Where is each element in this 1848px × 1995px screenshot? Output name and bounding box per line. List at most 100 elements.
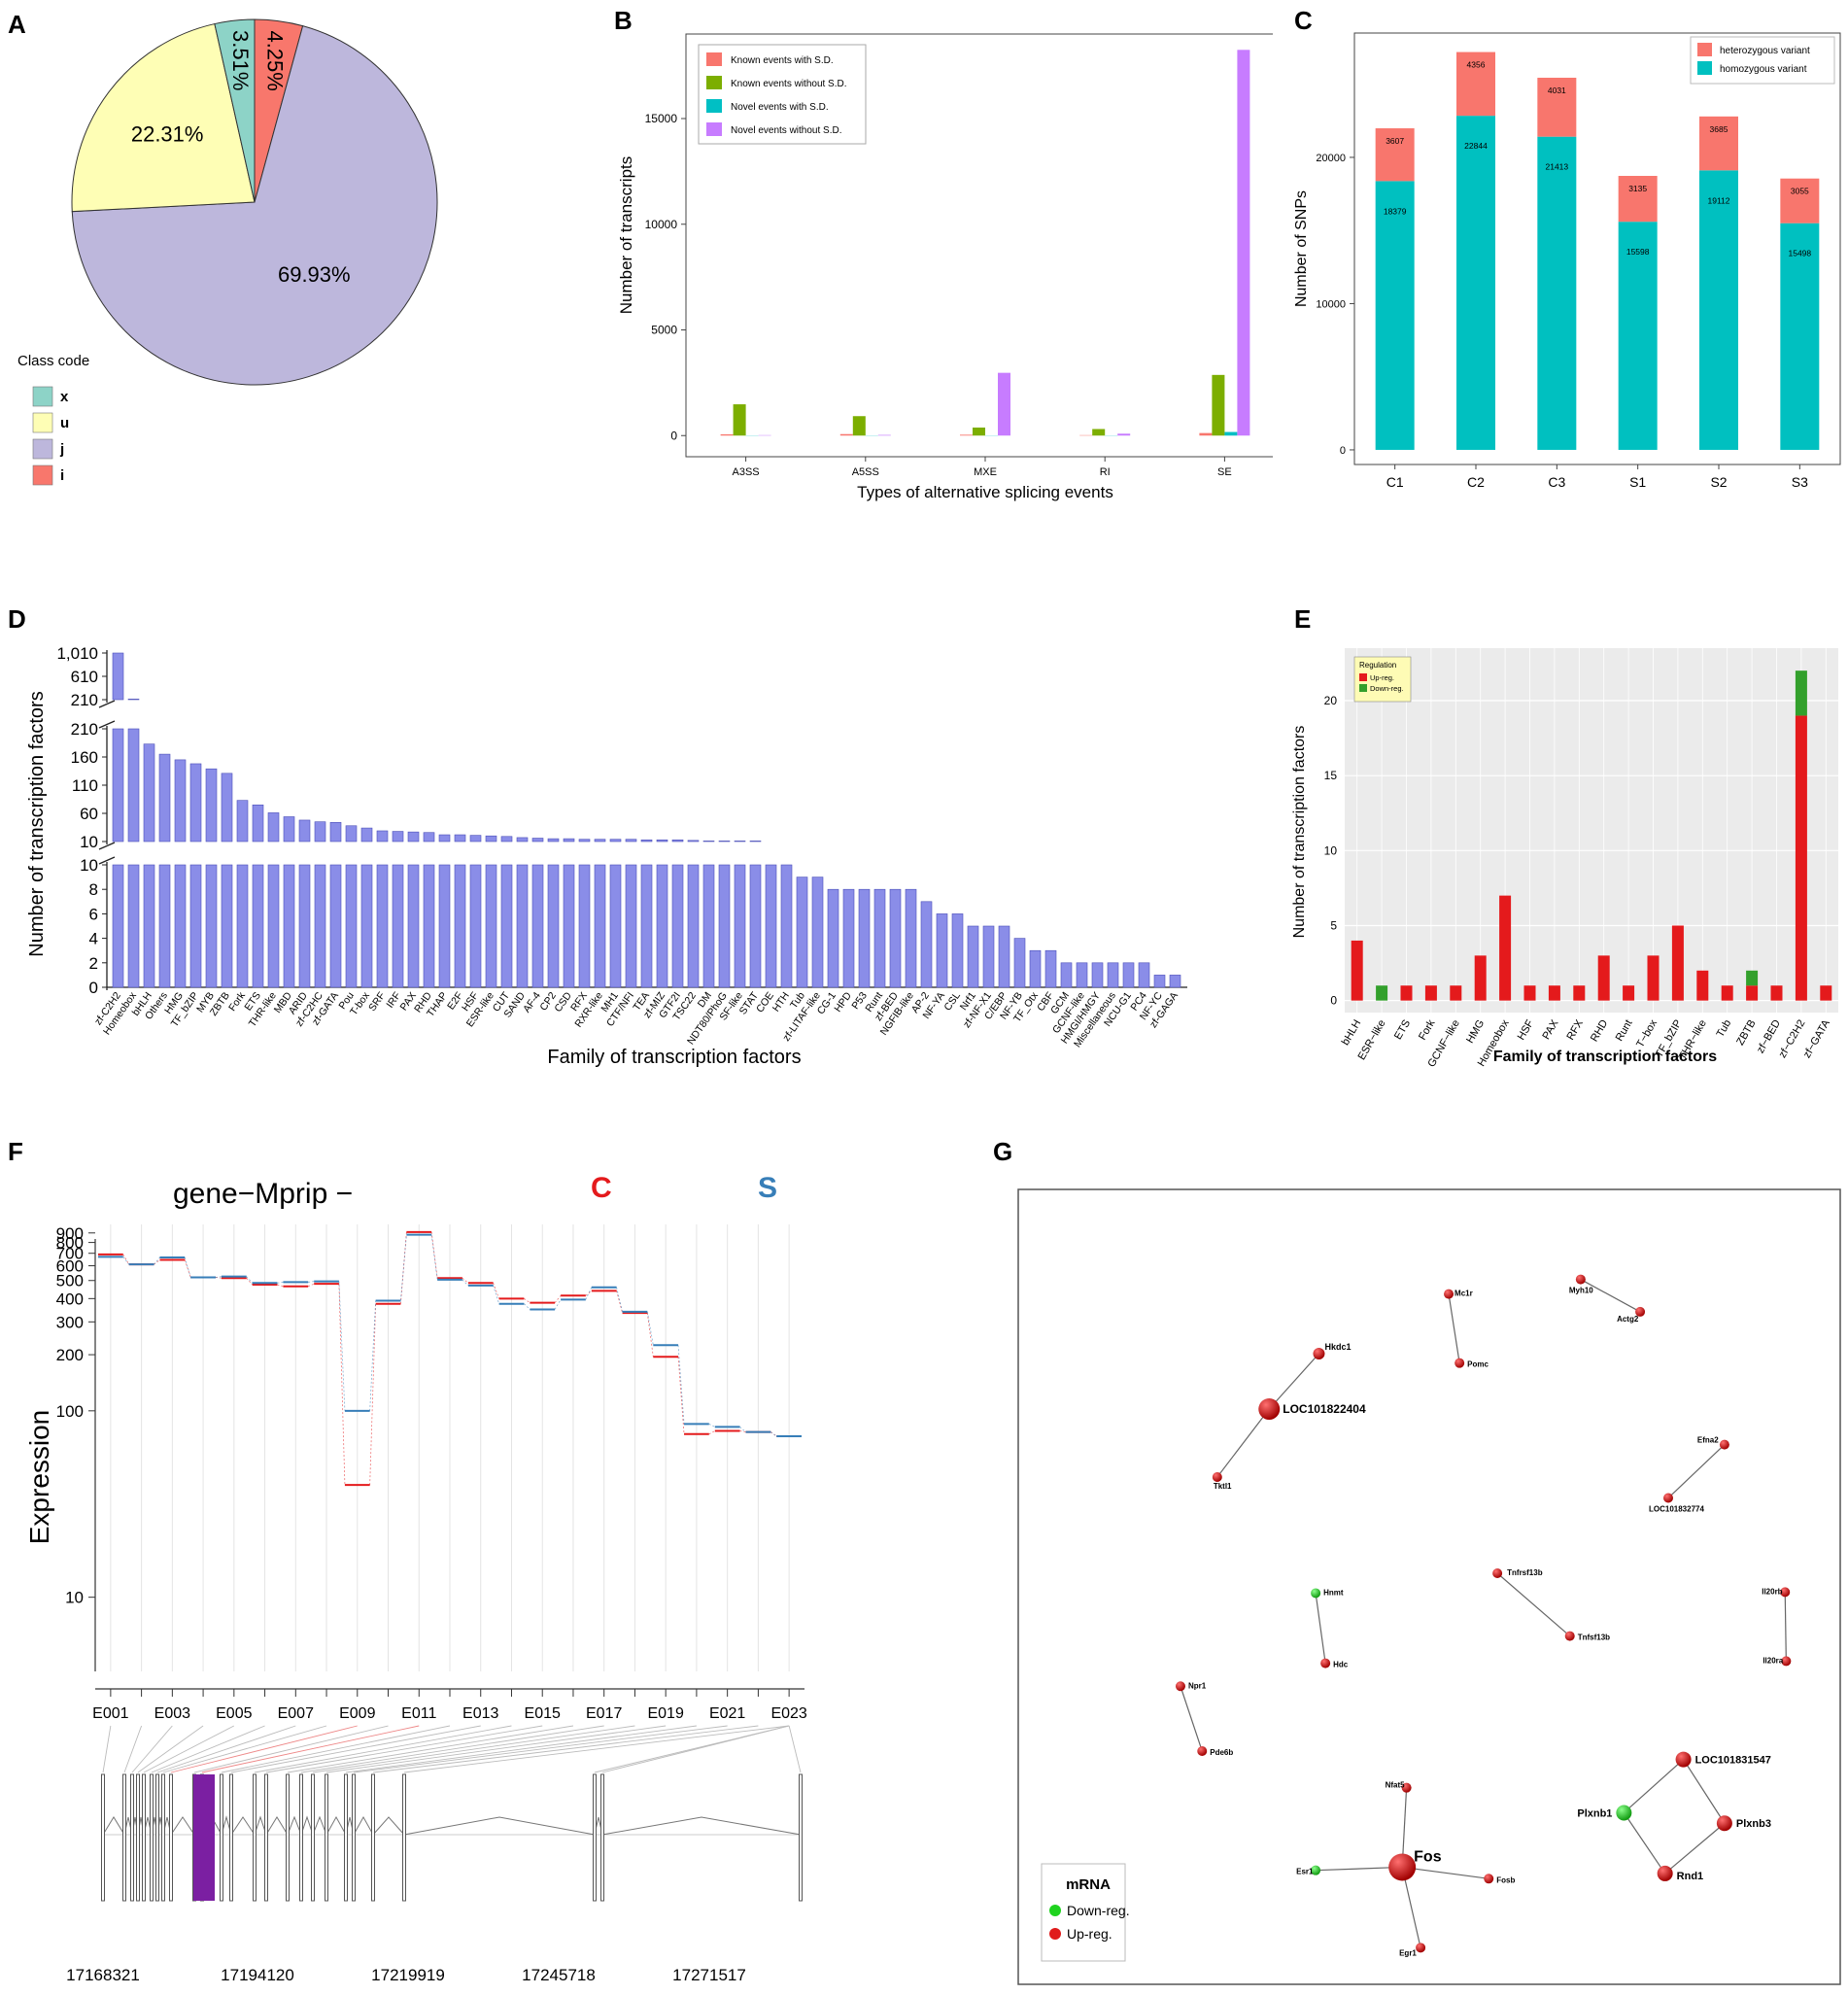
f-ylabel: Expression — [24, 1410, 54, 1545]
f-xtick-label-e005: E005 — [216, 1705, 252, 1722]
e-legend-label-up-reg: Up-reg. — [1370, 673, 1394, 682]
panel-d-broken-axis-bar-chart: D 1,01061021021016011060101086420zf-C2H2… — [8, 604, 1187, 1068]
g-node-label-hdc: Hdc — [1333, 1661, 1349, 1669]
g-node-tnfsf13b — [1564, 1631, 1575, 1641]
g-node-label-il20ra: Il20ra — [1762, 1656, 1783, 1665]
d-bar-thap-segment-3 — [438, 864, 451, 988]
d-bar-pax-segment-2 — [407, 831, 420, 843]
g-node-label-actg2: Actg2 — [1617, 1315, 1639, 1324]
d-bar-pou-segment-3 — [345, 864, 358, 988]
g-node-label-hkdc1: Hkdc1 — [1324, 1342, 1351, 1352]
c-value-label-c1-heterozygous-variant: 3607 — [1386, 136, 1404, 146]
f-exon-link — [193, 1725, 389, 1773]
e-ytick-label: 15 — [1324, 769, 1338, 782]
f-exon-link — [162, 1725, 327, 1773]
d-bar-srf-segment-2 — [376, 830, 389, 843]
d-bar-runt-segment-3 — [873, 888, 886, 988]
e-legend-title: Regulation — [1359, 661, 1396, 670]
pie-slice-j — [71, 25, 438, 386]
f-legend-s: S — [758, 1172, 777, 1204]
f-xtick-label-e021: E021 — [709, 1705, 745, 1722]
d-bar-hsf-segment-2 — [469, 835, 482, 843]
e-bar-tub-up-reg — [1721, 985, 1733, 1001]
c-value-label-s1-heterozygous-variant: 3135 — [1628, 184, 1647, 193]
bar-mxe-known-events-without-s-d — [973, 427, 985, 436]
d-bar-sand-segment-3 — [516, 864, 529, 988]
d-axis-break-mark — [98, 700, 116, 708]
bar-c1-homozygous-variant — [1375, 181, 1415, 450]
f-exon-link — [788, 1725, 802, 1773]
e-bar-zbtb-up-reg — [1746, 985, 1759, 1001]
g-node-hkdc1 — [1313, 1347, 1325, 1359]
g-node-il20ra — [1781, 1656, 1792, 1667]
g-node-nfat5 — [1401, 1782, 1412, 1793]
b-ytick-label: 0 — [670, 429, 677, 442]
d-bar-nrf1-segment-3 — [967, 925, 979, 988]
d-bar-stat-segment-3 — [749, 864, 762, 988]
f-coordinate-label: 17245718 — [522, 1966, 596, 1984]
f-exon-box — [122, 1773, 126, 1902]
d-bar-coe-segment-3 — [765, 864, 777, 988]
g-node-plxnb3 — [1716, 1815, 1732, 1832]
g-node-actg2 — [1635, 1306, 1646, 1317]
d-bar-homeobox-segment-3 — [127, 864, 140, 988]
bar-s1-homozygous-variant — [1618, 222, 1658, 450]
d-bar-ndt80-phog-segment-3 — [718, 864, 731, 988]
g-node-label-loc101822404: LOC101822404 — [1283, 1402, 1366, 1416]
g-node-esr1 — [1311, 1865, 1321, 1875]
f-connector-c — [646, 1313, 654, 1358]
f-coordinate-label: 17194120 — [221, 1966, 294, 1984]
g-node-label-rnd1: Rnd1 — [1677, 1871, 1704, 1882]
d-bar-thap-segment-2 — [438, 834, 451, 843]
d-bar-rhd-segment-3 — [423, 864, 435, 988]
f-intron-arc — [170, 1816, 195, 1836]
d-bar-nf-yc-segment-3 — [1153, 975, 1166, 988]
g-node-label-egr1: Egr1 — [1399, 1948, 1417, 1957]
d-axis-break-mark — [98, 720, 116, 729]
f-intron-arc — [265, 1816, 289, 1836]
bar-c1-heterozygous-variant — [1375, 128, 1415, 182]
pie-label-u: 22.31% — [131, 122, 204, 147]
f-connector-s — [677, 1345, 685, 1425]
d-axis-break-mark — [98, 856, 116, 865]
d-bar-sand-segment-2 — [516, 837, 529, 843]
g-node-fos — [1388, 1853, 1417, 1881]
d-bar-hsf-segment-3 — [469, 864, 482, 988]
f-exon-box — [325, 1773, 328, 1902]
b-legend-label-novel-events-without-s-d: Novel events without S.D. — [731, 125, 842, 136]
f-connector-s — [338, 1281, 346, 1411]
g-node-label-efna2: Efna2 — [1697, 1436, 1719, 1445]
d-bar-mbd-segment-3 — [283, 864, 295, 988]
bar-c3-heterozygous-variant — [1537, 77, 1577, 137]
panel-g-network: G Hkdc1 LOC101822404 Tktl1 Mc1r Pomc Myh10 Act… — [993, 1137, 1841, 1985]
e-bar-t-box-up-reg — [1647, 955, 1660, 1001]
f-connector-c — [739, 1430, 746, 1432]
c-plot-frame — [1353, 32, 1841, 465]
b-ylabel: Number of transcripts — [617, 156, 635, 315]
f-exon-box — [136, 1773, 140, 1902]
e-xlabel: Family of transcription factors — [1493, 1049, 1717, 1065]
e-bar-rfx-up-reg — [1573, 985, 1586, 1001]
e-bar-tf-bzip-up-reg — [1671, 925, 1684, 1001]
d-bar-hpd-segment-3 — [842, 888, 855, 988]
g-node-label-loc101832774: LOC101832774 — [1649, 1505, 1704, 1514]
d-bar-hmg-segment-2 — [174, 759, 187, 843]
d-bar-cg-1-segment-3 — [827, 888, 839, 988]
e-ytick-label: 20 — [1324, 694, 1338, 707]
c-value-label-c2-heterozygous-variant: 4356 — [1467, 60, 1486, 70]
f-exon-box — [352, 1773, 356, 1902]
f-exon-link — [601, 1725, 790, 1773]
d-bar-irf-segment-3 — [392, 864, 404, 988]
f-exon-box — [593, 1773, 597, 1902]
g-edge-npr1-pde6b — [1180, 1686, 1203, 1752]
d-bar-mh1-segment-3 — [609, 864, 622, 988]
b-xtick-label-ri: RI — [1100, 466, 1111, 478]
f-highlighted-exon — [193, 1774, 215, 1901]
g-node-mc1r — [1444, 1289, 1454, 1299]
panel-label-a: A — [8, 10, 26, 39]
b-legend-swatch-known-events-without-s-d — [706, 76, 722, 89]
pie-legend-label-j: j — [59, 441, 64, 458]
